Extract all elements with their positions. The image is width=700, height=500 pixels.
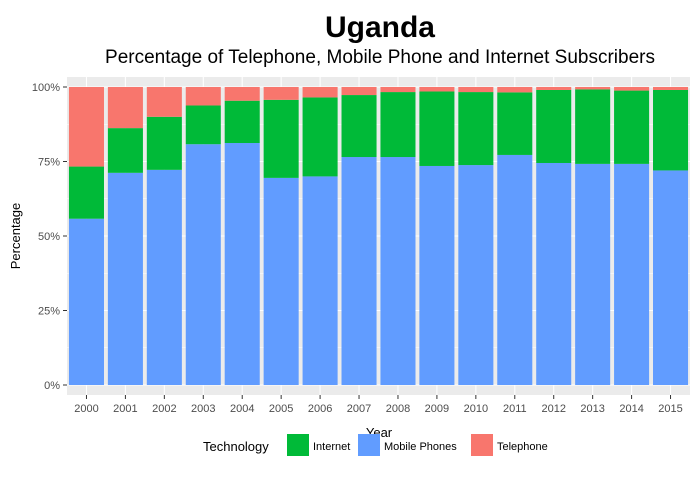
bar-mobile-phones-2013 — [575, 163, 611, 385]
bars-layer — [68, 87, 689, 385]
legend-label: Mobile Phones — [384, 441, 457, 453]
x-tick-label: 2008 — [386, 403, 410, 415]
legend-key-mobile-phones — [358, 434, 380, 456]
bar-internet-2003 — [185, 105, 221, 145]
x-tick-label: 2007 — [347, 403, 371, 415]
legend-label: Telephone — [497, 441, 548, 453]
bar-mobile-phones-2003 — [185, 144, 221, 385]
bar-mobile-phones-2012 — [536, 162, 572, 385]
bar-telephone-2002 — [146, 87, 182, 117]
x-tick-label: 2014 — [619, 403, 643, 415]
x-tick-label: 2003 — [191, 403, 215, 415]
legend-label: Internet — [313, 441, 350, 453]
bar-mobile-phones-2006 — [302, 176, 338, 385]
bar-mobile-phones-2002 — [146, 169, 182, 385]
bar-mobile-phones-2004 — [224, 143, 260, 385]
bar-telephone-2006 — [302, 87, 338, 98]
bar-telephone-2014 — [614, 87, 650, 91]
bar-telephone-2015 — [653, 87, 689, 90]
bar-internet-2002 — [146, 116, 182, 170]
axes: 0% 25% 50% 75% 100% 2000 2001 2002 2003 2004 2005 2… — [32, 82, 683, 415]
bar-internet-2012 — [536, 89, 572, 163]
bar-mobile-phones-2009 — [419, 165, 455, 385]
bar-telephone-2005 — [263, 87, 299, 100]
bar-telephone-2012 — [536, 87, 572, 90]
legend-key-internet — [287, 434, 309, 456]
bar-internet-2007 — [341, 95, 377, 158]
bar-telephone-2009 — [419, 87, 455, 92]
x-tick-label: 2013 — [580, 403, 604, 415]
x-tick-label: 2012 — [541, 403, 565, 415]
bar-internet-2006 — [302, 97, 338, 177]
bar-mobile-phones-2007 — [341, 157, 377, 385]
x-tick-label: 2004 — [230, 403, 254, 415]
bar-telephone-2010 — [458, 87, 494, 93]
y-tick-label: 25% — [38, 306, 60, 318]
bar-mobile-phones-2011 — [497, 154, 533, 385]
legend: Technology Internet Mobile Phones Telephon… — [203, 434, 548, 456]
bar-mobile-phones-2015 — [653, 170, 689, 385]
x-tick-label: 2009 — [425, 403, 449, 415]
bar-internet-2014 — [614, 90, 650, 164]
bar-telephone-2003 — [185, 87, 221, 106]
bar-telephone-2008 — [380, 87, 416, 93]
bar-telephone-2011 — [497, 87, 533, 93]
bar-telephone-2004 — [224, 87, 260, 101]
bar-internet-2010 — [458, 92, 494, 166]
bar-internet-2009 — [419, 91, 455, 166]
bar-internet-2004 — [224, 100, 260, 144]
chart-title: Uganda — [325, 11, 435, 44]
bar-internet-2013 — [575, 89, 611, 164]
bar-telephone-2001 — [107, 87, 143, 129]
x-tick-label: 2005 — [269, 403, 293, 415]
bar-mobile-phones-2001 — [107, 172, 143, 385]
x-tick-label: 2006 — [308, 403, 332, 415]
y-tick-label: 50% — [38, 231, 60, 243]
bar-internet-2011 — [497, 92, 533, 155]
y-tick-label: 0% — [44, 380, 60, 392]
x-tick-label: 2011 — [503, 403, 527, 415]
bar-mobile-phones-2005 — [263, 177, 299, 385]
x-tick-label: 2015 — [658, 403, 682, 415]
x-tick-label: 2001 — [113, 403, 137, 415]
bar-internet-2015 — [653, 89, 689, 171]
y-tick-label: 75% — [38, 157, 60, 169]
bar-internet-2001 — [107, 128, 143, 173]
x-tick-label: 2010 — [464, 403, 488, 415]
chart-subtitle: Percentage of Telephone, Mobile Phone an… — [105, 47, 655, 68]
bar-mobile-phones-2014 — [614, 163, 650, 385]
x-tick-label: 2002 — [152, 403, 176, 415]
bar-mobile-phones-2010 — [458, 165, 494, 385]
bar-telephone-2007 — [341, 87, 377, 96]
legend-title: Technology — [203, 439, 269, 454]
bar-telephone-2013 — [575, 87, 611, 90]
bar-mobile-phones-2008 — [380, 157, 416, 385]
bar-mobile-phones-2000 — [68, 218, 104, 385]
bar-internet-2005 — [263, 99, 299, 178]
y-axis-title: Percentage — [8, 203, 23, 270]
y-tick-label: 100% — [32, 82, 60, 94]
bar-telephone-2000 — [68, 87, 104, 167]
legend-key-telephone — [471, 434, 493, 456]
x-tick-label: 2000 — [74, 403, 98, 415]
bar-internet-2008 — [380, 92, 416, 158]
bar-internet-2000 — [68, 166, 104, 219]
